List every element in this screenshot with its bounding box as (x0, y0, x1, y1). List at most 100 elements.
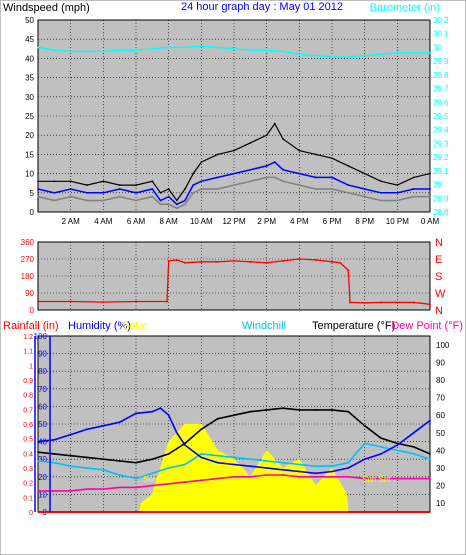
direction-point (37, 300, 39, 303)
wind-point (102, 199, 105, 202)
x-tick-label: 2 AM (62, 217, 81, 226)
temperature-point (347, 410, 350, 413)
gust-point (380, 180, 382, 183)
rainfall-tick-label: 0.6 (23, 422, 33, 429)
rainfall-tick-label: 0.8 (23, 393, 33, 400)
direction-point (339, 261, 342, 264)
barometer-point (282, 50, 284, 53)
barometer-point (37, 46, 39, 49)
windchill-point (412, 453, 415, 455)
y-tick-label: 15 (25, 150, 34, 159)
windspeed-label: Windspeed (mph) (3, 2, 90, 14)
y-tick-label: 30 (25, 93, 34, 102)
temperature-point (249, 410, 252, 413)
humidity-point (167, 414, 170, 417)
humidity-point (159, 407, 162, 410)
y2-tick-label: 29.2 (433, 153, 449, 162)
temperature-label: Temperature (°F) (312, 320, 395, 332)
wind-point (118, 195, 121, 198)
gust-point (151, 180, 154, 183)
wind-point (265, 176, 268, 179)
gust-point (53, 180, 56, 183)
dewpoint-point (53, 489, 56, 492)
direction-point (363, 301, 366, 304)
dewpoint-point (249, 475, 252, 478)
gust-point (233, 149, 235, 152)
dewpoint-point (167, 482, 170, 485)
temperature-tick-label: 70 (436, 394, 445, 403)
dewpoint-point (396, 477, 399, 480)
dewpoint-point (216, 477, 219, 480)
gust-point (412, 176, 415, 179)
humidity-point (233, 463, 235, 466)
direction-point (102, 301, 105, 304)
wind-point (53, 199, 56, 202)
temperature-tick-label: 100 (436, 341, 450, 350)
wind-point (412, 195, 415, 198)
wind-point (37, 195, 39, 198)
temperature-point (53, 453, 56, 455)
temperature-tick-label: 60 (436, 411, 445, 420)
rainfall-y-ticks: 0 0.1 0.2 0.3 0.4 0.5 0.6 0.7 0.8 0.9 1 1.1 1.2 (23, 334, 33, 517)
direction-y-ticks: 0 90 180 270 360 (21, 238, 35, 315)
gust-point (331, 157, 333, 160)
dewpoint-point (69, 489, 72, 492)
rainfall-tick-label: 0.2 (23, 481, 33, 488)
windchill-point (135, 477, 137, 480)
chart-title: 24 hour graph day : May 01 2012 (181, 1, 343, 13)
direction-point (216, 260, 219, 263)
temperature-point (429, 453, 431, 455)
x-tick-label: 6 PM (323, 217, 342, 226)
dewpoint-point (135, 486, 137, 489)
windchill-point (118, 474, 121, 476)
barometer-point (200, 45, 203, 47)
y-tick-label: 90 (25, 289, 34, 298)
gust-point (314, 153, 317, 156)
average-point (314, 176, 317, 179)
y-tick-label: 25 (25, 112, 34, 121)
wind-point (380, 199, 382, 202)
rainfall-tick-label: 0.4 (23, 451, 33, 458)
windchill-point (151, 472, 154, 475)
windchill-point (282, 461, 284, 464)
y2-tick-label: 29 (433, 181, 442, 190)
rainfall-tick-label: 1.2 (23, 334, 33, 341)
humidity-point (363, 458, 366, 461)
temperature-point (298, 409, 301, 411)
wind-series (37, 45, 431, 210)
humidity-point (135, 412, 137, 415)
gust-point (118, 184, 121, 187)
humidity-point (118, 421, 121, 424)
dewpoint-label: Dew Point (°F) (391, 320, 463, 332)
y2-tick-label: 29.3 (433, 139, 449, 148)
temperature-point (265, 409, 268, 411)
windchill-point (298, 463, 301, 466)
barometer-point (135, 49, 137, 52)
gust-point (396, 184, 399, 187)
y2-tick-label: 29.1 (433, 167, 449, 176)
windchill-point (216, 454, 219, 457)
dewpoint-point (118, 486, 121, 489)
average-point (249, 168, 252, 171)
x-tick-label: 4 AM (94, 217, 113, 226)
sunset-label: Sun Set (362, 475, 391, 484)
rainfall-tick-label: 0.7 (23, 407, 33, 414)
gust-point (298, 149, 301, 152)
wind-point (167, 203, 170, 206)
direction-point (396, 301, 399, 304)
humidity-point (429, 419, 431, 422)
wind-point (216, 188, 219, 190)
dewpoint-point (363, 477, 366, 480)
compass-tick-label: S (435, 271, 442, 283)
wind-point (429, 195, 431, 198)
barometer-point (380, 53, 382, 56)
direction-point (380, 301, 382, 304)
wind-point (363, 195, 366, 198)
solar-label: Solar (122, 320, 148, 332)
wind-point (298, 184, 301, 187)
average-point (53, 191, 56, 194)
windchill-point (331, 465, 333, 468)
wind-point (159, 203, 162, 206)
average-point (167, 195, 170, 198)
temperature-point (135, 461, 137, 464)
